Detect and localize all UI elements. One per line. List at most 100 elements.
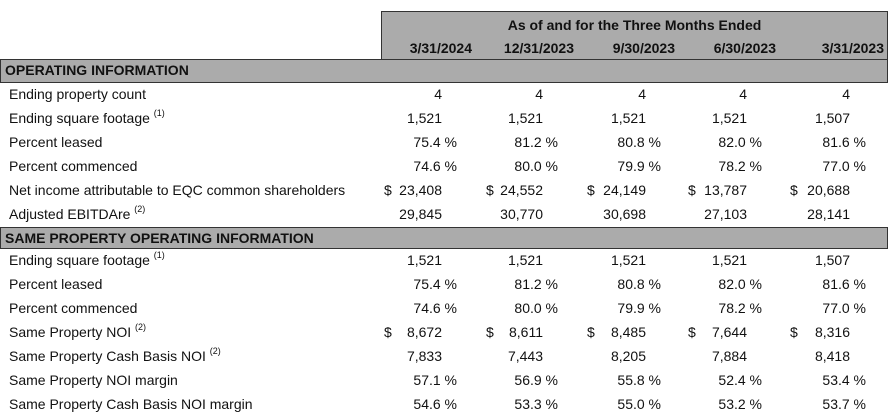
cell-value: 4	[842, 86, 850, 102]
cell-value: 1,521	[406, 252, 442, 268]
cell-value: 24,149	[603, 182, 646, 198]
cell-value: 81.6 %	[822, 276, 866, 292]
cell-value: 82.0 %	[718, 134, 762, 150]
cell-value: 57.1 %	[413, 372, 457, 388]
row-label: Percent leased	[9, 134, 102, 150]
currency-symbol: $	[587, 182, 595, 198]
cell-value: 53.7 %	[822, 396, 866, 412]
cell-value: 82.0 %	[718, 276, 762, 292]
cell-value: 80.0 %	[514, 158, 558, 174]
footnote-marker: (2)	[209, 346, 221, 356]
currency-symbol: $	[688, 324, 696, 340]
cell-value: 53.4 %	[822, 372, 866, 388]
cell-value: 78.2 %	[718, 158, 762, 174]
cell-value: 8,418	[814, 348, 850, 364]
currency-symbol: $	[486, 324, 494, 340]
cell-value: 8,485	[610, 324, 646, 340]
row-label-text: Ending square footage	[9, 252, 150, 268]
cell-value: 28,141	[807, 206, 850, 222]
cell-value: 1,521	[711, 110, 747, 126]
footnote-marker: (2)	[135, 322, 147, 332]
period-header: 9/30/2023	[612, 40, 675, 56]
row-label-text: Adjusted EBITDAre	[9, 206, 131, 222]
cell-value: 80.8 %	[617, 134, 661, 150]
row-label: Ending square footage (1)	[9, 108, 165, 126]
footnote-marker: (1)	[153, 108, 165, 118]
table-row: Percent commenced 74.6 % 80.0 % 79.9 % 78.2 …	[0, 298, 892, 321]
cell-value: 1,521	[507, 110, 543, 126]
cell-value: 54.6 %	[413, 396, 457, 412]
cell-value: 8,316	[814, 324, 850, 340]
currency-symbol: $	[790, 182, 798, 198]
row-label-text: Same Property NOI	[9, 324, 132, 340]
currency-symbol: $	[384, 324, 392, 340]
cell-value: 4	[739, 86, 747, 102]
cell-value: 4	[638, 86, 646, 102]
cell-value: 78.2 %	[718, 300, 762, 316]
cell-value: 24,552	[500, 182, 543, 198]
table-row: Net income attributable to EQC common sh…	[0, 180, 892, 203]
cell-value: 13,787	[704, 182, 747, 198]
cell-value: 81.2 %	[514, 276, 558, 292]
row-label: Adjusted EBITDAre (2)	[9, 204, 146, 222]
period-header: 3/31/2024	[409, 40, 472, 56]
row-label-text: Percent leased	[9, 276, 103, 292]
cell-value: 53.2 %	[718, 396, 762, 412]
cell-value: 7,443	[507, 348, 543, 364]
footnote-marker: (2)	[134, 204, 146, 214]
period-header: 6/30/2023	[713, 40, 776, 56]
cell-value: 74.6 %	[413, 300, 457, 316]
currency-symbol: $	[384, 182, 392, 198]
section-header: OPERATING INFORMATION	[0, 59, 888, 83]
cell-value: 1,507	[814, 252, 850, 268]
row-label-text: Percent leased	[9, 134, 103, 150]
row-label: Percent leased	[9, 276, 102, 292]
row-label-text: Percent commenced	[9, 300, 138, 316]
cell-value: 75.4 %	[413, 134, 457, 150]
table-row: Percent leased 75.4 % 81.2 % 80.8 % 82.0 % 81…	[0, 274, 892, 297]
currency-symbol: $	[587, 324, 595, 340]
cell-value: 7,833	[406, 348, 442, 364]
table-row: Same Property Cash Basis NOI margin 54.6 …	[0, 394, 892, 417]
cell-value: 30,770	[500, 206, 543, 222]
row-label-text: Same Property Cash Basis NOI margin	[9, 396, 253, 412]
cell-value: 81.2 %	[514, 134, 558, 150]
row-label-text: Net income attributable to EQC common sh…	[9, 182, 346, 198]
cell-value: 29,845	[399, 206, 442, 222]
row-label: Percent commenced	[9, 158, 137, 174]
table-row: Same Property NOI (2) $8,672 $8,611 $8,485 $…	[0, 322, 892, 345]
cell-value: 4	[535, 86, 543, 102]
cell-value: 74.6 %	[413, 158, 457, 174]
period-group-title: As of and for the Three Months Ended	[507, 17, 762, 33]
cell-value: 1,507	[814, 110, 850, 126]
cell-value: 53.3 %	[514, 396, 558, 412]
row-label-text: Ending property count	[9, 86, 146, 102]
cell-value: 7,644	[711, 324, 747, 340]
cell-value: 1,521	[711, 252, 747, 268]
cell-value: 77.0 %	[822, 300, 866, 316]
cell-value: 1,521	[610, 110, 646, 126]
cell-value: 79.9 %	[617, 300, 661, 316]
table-row: Same Property Cash Basis NOI (2) 7,833 7,4…	[0, 346, 892, 369]
row-label: Same Property Cash Basis NOI (2)	[9, 346, 221, 364]
row-label-text: Same Property Cash Basis NOI	[9, 348, 206, 364]
row-label-text: Percent commenced	[9, 158, 138, 174]
currency-symbol: $	[688, 182, 696, 198]
row-label: Ending property count	[9, 86, 146, 102]
column-header: As of and for the Three Months Ended 3/3…	[381, 11, 888, 59]
row-label-text: Ending square footage	[9, 110, 150, 126]
cell-value: 8,672	[406, 324, 442, 340]
table-row: Percent leased 75.4 % 81.2 % 80.8 % 82.0 % 81…	[0, 132, 892, 155]
table-row: Ending square footage (1) 1,521 1,521 1,521…	[0, 108, 892, 131]
footnote-marker: (1)	[153, 250, 165, 260]
cell-value: 55.8 %	[617, 372, 661, 388]
cell-value: 80.8 %	[617, 276, 661, 292]
cell-value: 75.4 %	[413, 276, 457, 292]
cell-value: 23,408	[399, 182, 442, 198]
cell-value: 80.0 %	[514, 300, 558, 316]
cell-value: 30,698	[603, 206, 646, 222]
cell-value: 52.4 %	[718, 372, 762, 388]
cell-value: 77.0 %	[822, 158, 866, 174]
currency-symbol: $	[790, 324, 798, 340]
row-label: Same Property NOI margin	[9, 372, 178, 388]
